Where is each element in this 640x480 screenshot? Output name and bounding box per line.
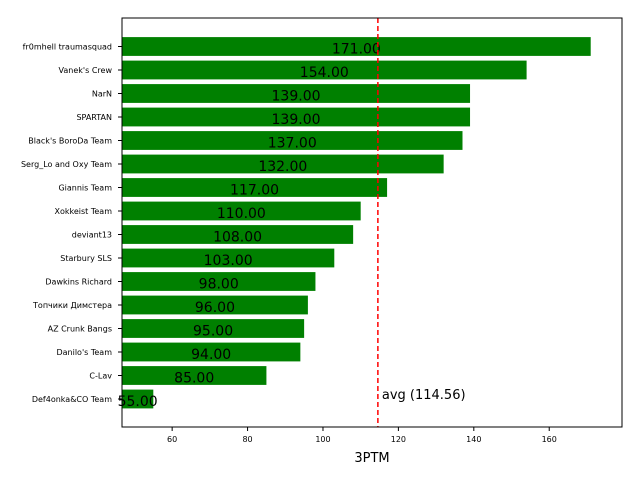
category-label-15: Def4onka&CO Team <box>32 395 112 404</box>
data-label-11: 96.00 <box>195 300 235 316</box>
data-label-6: 117.00 <box>230 183 279 199</box>
category-label-6: Giannis Team <box>58 184 112 193</box>
plot-frame <box>121 17 623 428</box>
bar-7 <box>122 201 361 221</box>
data-label-3: 139.00 <box>272 112 321 128</box>
x-tick-label-3: 120 <box>391 435 406 444</box>
data-label-0: 171.00 <box>332 42 381 58</box>
data-label-10: 98.00 <box>199 277 239 293</box>
bar-12 <box>122 319 305 338</box>
bar-3 <box>122 107 471 127</box>
category-label-1: Vanek's Crew <box>59 66 113 75</box>
data-label-4: 137.00 <box>268 136 317 152</box>
bar-4 <box>122 131 463 150</box>
data-label-1: 154.00 <box>300 65 349 81</box>
category-label-4: Black's BoroDa Team <box>28 137 112 146</box>
bar-1 <box>122 60 527 80</box>
bar-0 <box>122 37 591 56</box>
data-label-7: 110.00 <box>217 206 266 222</box>
bar-6 <box>122 178 388 197</box>
x-tick-label-4: 140 <box>466 435 481 444</box>
bar-2 <box>122 84 471 103</box>
x-axis-label: 3PTM <box>354 451 389 466</box>
data-label-5: 132.00 <box>258 159 307 175</box>
x-tick-label-1: 80 <box>242 435 252 444</box>
bar-14 <box>122 366 267 385</box>
bar-13 <box>122 342 301 362</box>
data-label-2: 139.00 <box>272 89 321 105</box>
bar-8 <box>122 225 354 244</box>
x-tick-label-5: 160 <box>542 435 557 444</box>
data-label-12: 95.00 <box>193 324 233 340</box>
category-label-12: AZ Crunk Bangs <box>48 325 112 334</box>
category-label-14: C-Lav <box>89 372 112 381</box>
bar-11 <box>122 295 308 315</box>
data-labels-group: 171.00 154.00 139.00 139.00 137.00 132.00 117.… <box>118 42 381 411</box>
data-label-13: 94.00 <box>191 347 231 363</box>
data-label-15: 55.00 <box>118 394 158 410</box>
category-label-5: Serg_Lo and Oxy Team <box>21 160 112 169</box>
average-label: avg (114.56) <box>382 388 466 403</box>
data-label-9: 103.00 <box>204 253 253 269</box>
category-label-13: Danilo's Team <box>56 348 112 357</box>
category-label-2: NarN <box>92 90 112 99</box>
category-label-0: fr0mhell traumasquad <box>23 43 112 52</box>
bar-15 <box>122 389 154 409</box>
category-label-10: Dawkins Richard <box>45 278 112 287</box>
average-line-group: avg (114.56) <box>377 18 466 427</box>
bar-10 <box>122 272 316 291</box>
bars-group <box>122 37 591 409</box>
category-label-3: SPARTAN <box>76 113 112 122</box>
category-label-9: Starbury SLS <box>60 254 112 263</box>
data-label-8: 108.00 <box>213 230 262 246</box>
bar-9 <box>122 248 335 268</box>
x-ticks-group: 60 80 100 120 140 160 <box>167 427 557 444</box>
category-label-8: deviant13 <box>72 231 112 240</box>
x-tick-label-0: 60 <box>167 435 177 444</box>
x-tick-label-2: 100 <box>315 435 330 444</box>
category-label-11: Топчики Димстера <box>32 301 112 310</box>
data-label-14: 85.00 <box>174 371 214 387</box>
bar-5 <box>122 154 444 174</box>
category-labels-group: fr0mhell traumasquad Vanek's Crew NarN SPAR… <box>21 43 122 404</box>
category-label-7: Xokkeist Team <box>55 207 113 216</box>
